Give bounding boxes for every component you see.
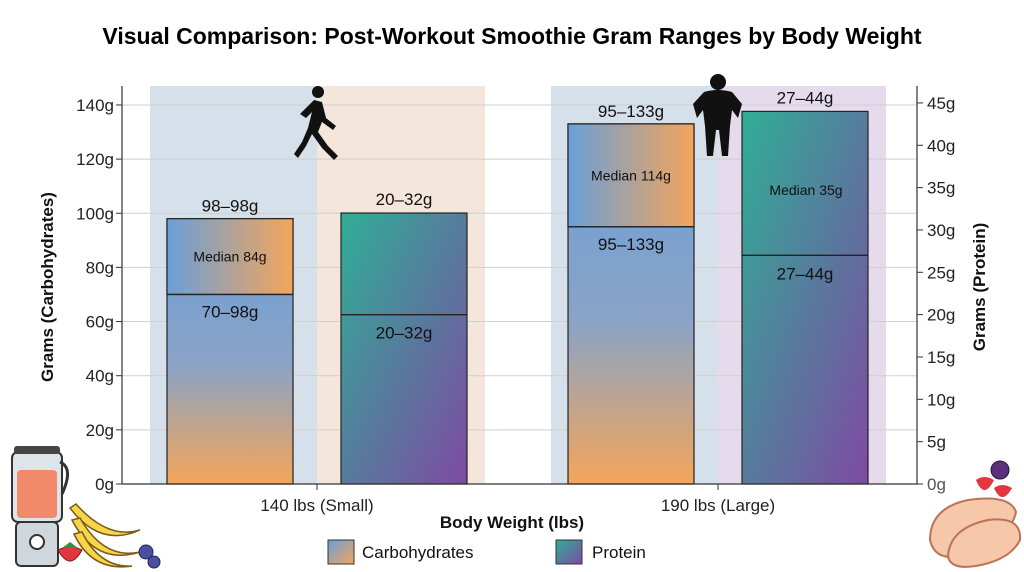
berries-icon [976,460,1012,497]
y-right-tick-label: 45g [927,94,955,113]
legend-label-carbohydrates: Carbohydrates [362,543,474,562]
y-right-tick-label: 30g [927,221,955,240]
bar-protein [741,110,869,485]
y-axis-right-title: Grams (Protein) [970,223,989,351]
protein-median-label: Median 35g [769,182,842,198]
carb-range-label: 95–133g [598,235,664,254]
y-right-tick-label: 5g [927,433,946,452]
y-left-tick-label: 140g [76,96,114,115]
y-left-tick-label: 80g [86,258,114,277]
carb-median-label: Median 84g [193,249,266,265]
y-right-tick-label: 15g [927,348,955,367]
y-axis-left-title: Grams (Carbohydrates) [38,192,57,382]
y-right-tick-label: 0g [927,475,946,494]
carb-range-label: 70–98g [202,302,259,321]
protein-range-label: 27–44g [777,264,834,283]
bar-carbohydrates-range [166,218,294,296]
protein-top-label: 20–32g [376,190,433,209]
x-axis-title: Body Weight (lbs) [440,513,584,532]
banana-icon [68,503,141,568]
y-right-tick-label: 25g [927,263,955,282]
strawberry-icon [57,542,83,562]
protein-top-label: 27–44g [777,88,834,107]
y-right-tick-label: 40g [927,136,955,155]
legend: Carbohydrates Protein [327,539,646,565]
carb-top-label: 95–133g [598,102,664,121]
legend-label-protein: Protein [592,543,646,562]
y-left-tick-label: 100g [76,204,114,223]
x-tick-label: 140 lbs (Small) [260,496,373,515]
y-left-tick-label: 20g [86,421,114,440]
y-left-tick-label: 40g [86,367,114,386]
runner-silhouette-icon [294,86,338,160]
x-tick-label: 190 lbs (Large) [661,496,775,515]
carb-median-label: Median 114g [591,167,671,183]
bar-protein [340,212,468,485]
y-left-tick-label: 0g [95,475,114,494]
legend-swatch-carbohydrates [327,539,355,565]
chart-title: Visual Comparison: Post-Workout Smoothie… [102,23,922,49]
y-right-tick-label: 10g [927,390,955,409]
y-right-tick-label: 35g [927,179,955,198]
chicken-breast-icon [928,497,1022,568]
protein-range-label: 20–32g [376,324,433,343]
y-left-tick-label: 120g [76,150,114,169]
carb-top-label: 98–98g [202,197,259,216]
y-left-tick-label: 60g [86,313,114,332]
blender-icon [11,446,69,567]
blueberry-icon [138,544,161,569]
legend-swatch-protein [555,539,583,565]
bar-carbohydrates-range [567,123,695,228]
strong-man-silhouette-icon [693,74,742,156]
y-right-tick-label: 20g [927,306,955,325]
